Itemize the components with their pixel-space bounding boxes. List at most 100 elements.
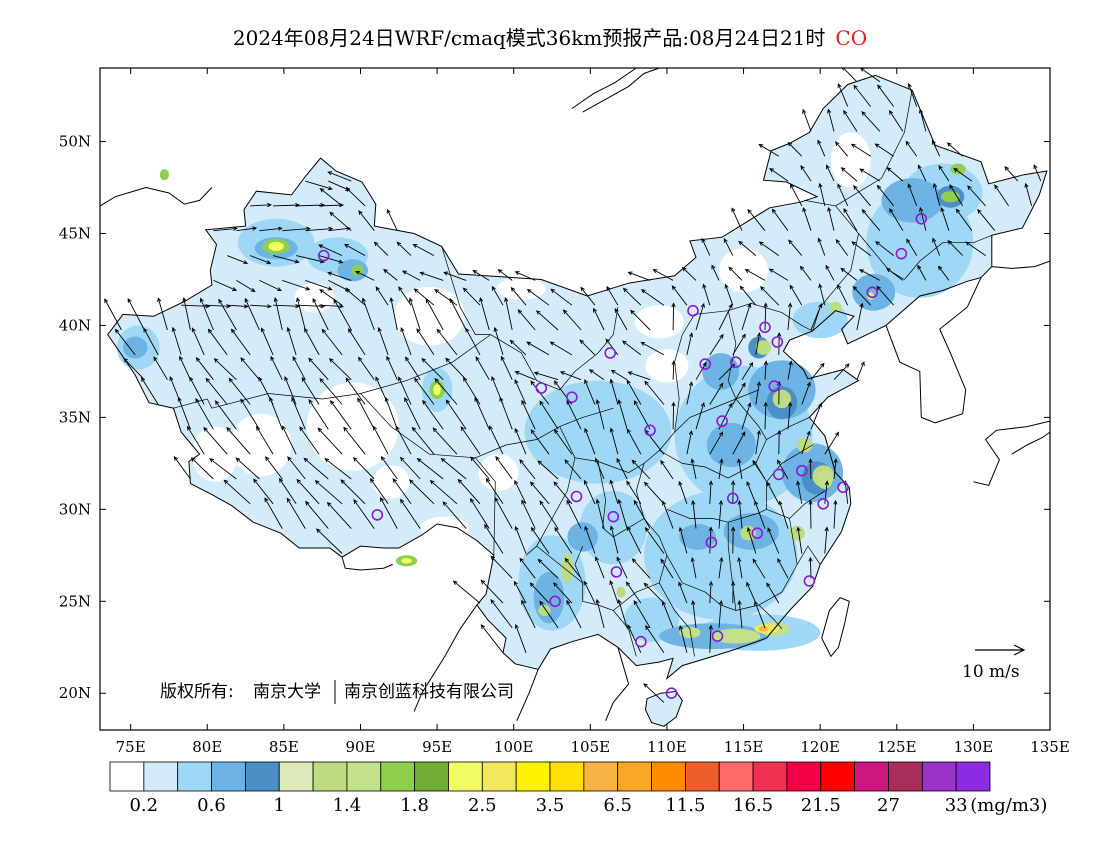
station-marker: [610, 566, 623, 578]
station-marker: [759, 321, 771, 334]
lon-tick-label: 110E: [647, 738, 687, 756]
colorbar-swatch: [515, 761, 551, 792]
station-marker: [837, 481, 849, 494]
lon-tick-label: 85E: [269, 738, 299, 756]
station-marker: [665, 687, 678, 700]
lon-tick-label: 90E: [345, 738, 375, 756]
colorbar-swatch: [346, 761, 382, 792]
axis-ticks: [100, 68, 1051, 730]
lat-tick-label: 30N: [59, 500, 91, 518]
map-frame: [99, 67, 1051, 731]
colorbar-swatch: [109, 761, 145, 792]
colorbar-swatch: [312, 761, 348, 792]
colorbar-swatch: [481, 761, 517, 792]
longitude-labels: 75E 80E 85E 90E 95E 100E 105E 110E 115E 120E 125E 1…: [116, 738, 1070, 756]
copyright-label: 版权所有:: [160, 682, 234, 702]
station-marker: [726, 492, 739, 505]
station-marker: [604, 347, 617, 359]
lat-tick-label: 40N: [59, 316, 91, 334]
lon-tick-label: 135E: [1030, 738, 1070, 756]
lon-tick-label: 120E: [800, 738, 840, 756]
station-marker: [549, 595, 561, 608]
station-marker: [768, 380, 781, 392]
title-main: 2024年08月24日WRF/cmaq模式36km预报产品:08月24日21时: [232, 26, 826, 50]
title-species: CO: [835, 26, 868, 50]
station-markers: [317, 213, 928, 700]
latitude-labels: 20N 25N 30N 35N 40N 45N 50N: [59, 133, 91, 703]
station-marker: [711, 630, 724, 643]
colorbar-swatch: [955, 761, 991, 792]
station-marker: [317, 249, 330, 262]
station-marker: [866, 286, 879, 299]
concentration-shading: [107, 75, 1047, 727]
lon-tick-label: 105E: [571, 738, 611, 756]
colorbar-label: 1.8: [400, 795, 429, 816]
colorbar-labels: 0.2 0.6 1 1.4 1.8 2.5 3.5 6.5 11.5 16.5 21.5 27 33 (m…: [129, 795, 1047, 816]
station-marker: [705, 536, 718, 549]
colorbar: [109, 761, 991, 792]
station-marker: [817, 497, 830, 510]
colorbar-label: 1: [273, 795, 284, 816]
colorbar-swatch: [380, 761, 416, 792]
wind-reference-label: 10 m/s: [962, 662, 1020, 682]
colorbar-swatch: [888, 761, 923, 792]
colorbar-swatch: [786, 761, 822, 792]
lat-tick-label: 45N: [59, 225, 91, 243]
colorbar-swatch: [752, 761, 788, 792]
station-marker: [644, 424, 656, 437]
colorbar-swatch: [718, 761, 754, 792]
colorbar-label: 6.5: [603, 795, 632, 816]
station-marker: [570, 490, 583, 503]
colorbar-swatch: [617, 761, 652, 792]
station-marker: [607, 510, 620, 523]
map-title: 2024年08月24日WRF/cmaq模式36km预报产品:08月24日21时 C…: [0, 22, 1100, 51]
colorbar-swatch: [651, 761, 686, 792]
lat-tick-label: 20N: [59, 684, 91, 702]
colorbar-swatch: [549, 761, 585, 792]
lon-tick-label: 100E: [494, 738, 534, 756]
lon-tick-label: 115E: [724, 738, 764, 756]
lat-tick-label: 50N: [59, 133, 91, 151]
copyright: 版权所有: 南京大学 南京创蓝科技有限公司: [160, 680, 514, 704]
station-marker: [371, 509, 384, 521]
colorbar-swatch: [583, 761, 619, 792]
station-marker: [772, 468, 785, 481]
copyright-org2: 南京创蓝科技有限公司: [344, 682, 514, 702]
station-marker: [635, 635, 647, 648]
station-marker: [895, 247, 908, 260]
lon-tick-label: 130E: [954, 738, 994, 756]
lat-tick-label: 25N: [59, 592, 91, 610]
map-area: [100, 68, 1050, 727]
station-marker: [771, 336, 784, 348]
copyright-org1: 南京大学: [253, 682, 321, 702]
colorbar-label: 1.4: [333, 795, 362, 816]
station-marker: [751, 527, 764, 540]
wind-vectors: [104, 68, 1042, 703]
colorbar-unit: (mg/m3): [970, 795, 1047, 816]
colorbar-label: 27: [877, 795, 900, 816]
station-marker: [730, 356, 742, 369]
lon-tick-label: 80E: [192, 738, 222, 756]
colorbar-label: 21.5: [801, 795, 841, 816]
colorbar-label: 33: [945, 795, 968, 816]
colorbar-swatch: [177, 761, 212, 792]
station-marker: [687, 304, 699, 317]
colorbar-label: 16.5: [733, 795, 773, 816]
wind-reference: 10 m/s: [962, 644, 1026, 682]
lon-tick-label: 95E: [422, 738, 452, 756]
colorbar-label: 11.5: [665, 795, 705, 816]
station-marker: [699, 358, 712, 370]
colorbar-label: 0.2: [129, 795, 158, 816]
colorbar-label: 0.6: [197, 795, 226, 816]
colorbar-label: 2.5: [468, 795, 497, 816]
lat-tick-label: 35N: [59, 408, 91, 426]
station-marker: [803, 575, 816, 587]
colorbar-swatch: [820, 761, 856, 792]
station-marker: [716, 415, 728, 427]
colorbar-swatch: [684, 761, 720, 792]
station-marker: [915, 213, 928, 225]
colorbar-label: 3.5: [536, 795, 565, 816]
station-marker: [535, 382, 548, 394]
colorbar-swatch: [211, 761, 246, 792]
station-marker: [566, 391, 578, 404]
